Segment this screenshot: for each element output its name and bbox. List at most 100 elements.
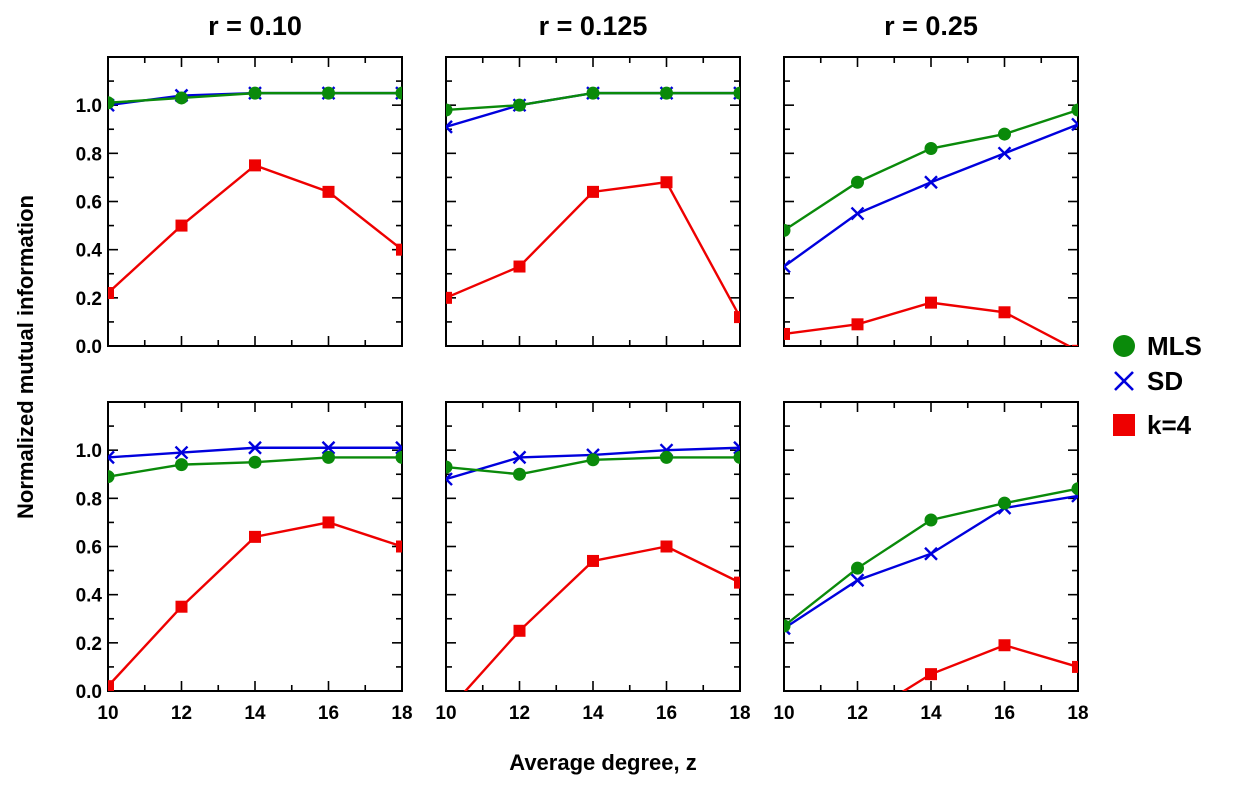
y-tick-label: 0.0 — [76, 682, 102, 703]
sd-point — [108, 450, 115, 465]
column-title-2: r = 0.125 — [539, 11, 648, 41]
k4-point — [660, 540, 673, 553]
k4-point — [513, 260, 526, 273]
panel-row2-col2: 10 12 14 16 18 — [435, 401, 751, 724]
sd-point — [446, 119, 453, 134]
legend: MLS SD k=4 — [1113, 331, 1202, 440]
x-tick-label: 10 — [97, 703, 118, 724]
series-mls — [108, 450, 402, 484]
sd-point — [924, 546, 938, 561]
sd-point — [784, 259, 791, 274]
y-tick-label: 0.0 — [76, 337, 102, 358]
legend-label: MLS — [1147, 331, 1202, 361]
mls-point — [108, 470, 115, 484]
k4-point — [851, 318, 864, 331]
y-tick-label: 1.0 — [76, 96, 102, 117]
panel-row1-col3 — [783, 56, 1079, 347]
x-tick-label: 16 — [318, 703, 339, 724]
sd-point — [321, 440, 336, 455]
y-tick-label: 0.8 — [76, 144, 102, 165]
series-k4-line — [446, 180, 740, 318]
legend-item-sd: SD — [1114, 366, 1183, 396]
y-tick-label: 0.6 — [76, 538, 102, 559]
sd-point — [850, 206, 865, 221]
k4-point — [249, 530, 261, 543]
panel-frame — [107, 401, 403, 692]
ticks — [445, 401, 741, 692]
legend-item-mls: MLS — [1113, 331, 1202, 361]
k4-point — [1072, 344, 1078, 346]
series-k4 — [784, 296, 1078, 346]
mls-point — [733, 86, 740, 100]
series-mls — [446, 86, 740, 117]
k4-point — [396, 243, 402, 256]
series-sd — [784, 489, 1078, 636]
mls-point — [108, 96, 115, 110]
mls-point — [513, 467, 526, 481]
mls-point — [395, 450, 402, 464]
legend-marker-x — [1114, 371, 1134, 391]
legend-item-k4: k=4 — [1113, 410, 1192, 440]
y-tick-label: 0.2 — [76, 634, 102, 655]
mls-point — [924, 513, 938, 527]
mls-point — [998, 127, 1011, 141]
k4-point — [587, 185, 599, 198]
ticks — [445, 56, 741, 347]
sd-point — [512, 450, 527, 465]
legend-marker-square — [1113, 414, 1135, 436]
sd-point — [174, 445, 189, 460]
series-k4 — [108, 159, 402, 300]
k4-point — [108, 680, 114, 691]
x-axis-label: Average degree, z — [509, 750, 697, 775]
x-tick-label: 12 — [509, 703, 530, 724]
series-k4 — [446, 176, 740, 324]
series-k4-line — [108, 164, 402, 294]
panel-row1-col1: 0.0 0.2 0.4 0.6 0.8 1.0 — [76, 56, 403, 358]
series-mls — [784, 103, 1078, 237]
sd-point — [248, 440, 262, 455]
mls-point — [733, 450, 740, 464]
ticks — [783, 401, 1079, 692]
mls-point — [395, 86, 402, 100]
x-tick-label: 10 — [435, 703, 456, 724]
k4-point — [249, 159, 261, 172]
k4-point — [925, 668, 937, 681]
x-tick-label: 12 — [847, 703, 868, 724]
series-k4-line — [108, 521, 402, 687]
legend-label: SD — [1147, 366, 1183, 396]
panel-frame — [445, 56, 741, 347]
x-tick-label: 14 — [244, 703, 266, 724]
mls-point — [586, 86, 600, 100]
series-mls-line — [784, 487, 1078, 627]
ticks — [107, 56, 403, 347]
panel-row2-col3: 10 12 14 16 18 — [773, 401, 1089, 724]
column-title-3: r = 0.25 — [884, 11, 978, 41]
y-tick-label: 0.8 — [76, 489, 102, 510]
series-mls — [784, 482, 1078, 633]
column-title-1: r = 0.10 — [208, 11, 302, 41]
x-tick-label: 18 — [391, 703, 412, 724]
mls-point — [248, 455, 262, 469]
x-tick-label: 14 — [920, 703, 942, 724]
series-sd — [108, 440, 402, 465]
sd-point — [446, 472, 453, 486]
panel-row1-col2 — [445, 56, 741, 347]
k4-point — [108, 287, 114, 300]
x-tick-label: 14 — [582, 703, 604, 724]
x-tick-label: 18 — [729, 703, 750, 724]
mls-point — [322, 450, 335, 464]
k4-point — [587, 554, 599, 567]
mls-point — [248, 86, 262, 100]
panel-frame — [783, 401, 1079, 692]
mls-point — [851, 561, 864, 575]
mls-point — [784, 223, 791, 237]
k4-point — [322, 185, 335, 198]
series-k4 — [108, 516, 402, 691]
y-tick-label: 0.2 — [76, 289, 102, 310]
mls-point — [924, 142, 938, 156]
mls-point — [851, 175, 864, 189]
mls-point — [660, 450, 673, 464]
k4-point — [446, 291, 452, 304]
k4-point — [175, 600, 188, 613]
